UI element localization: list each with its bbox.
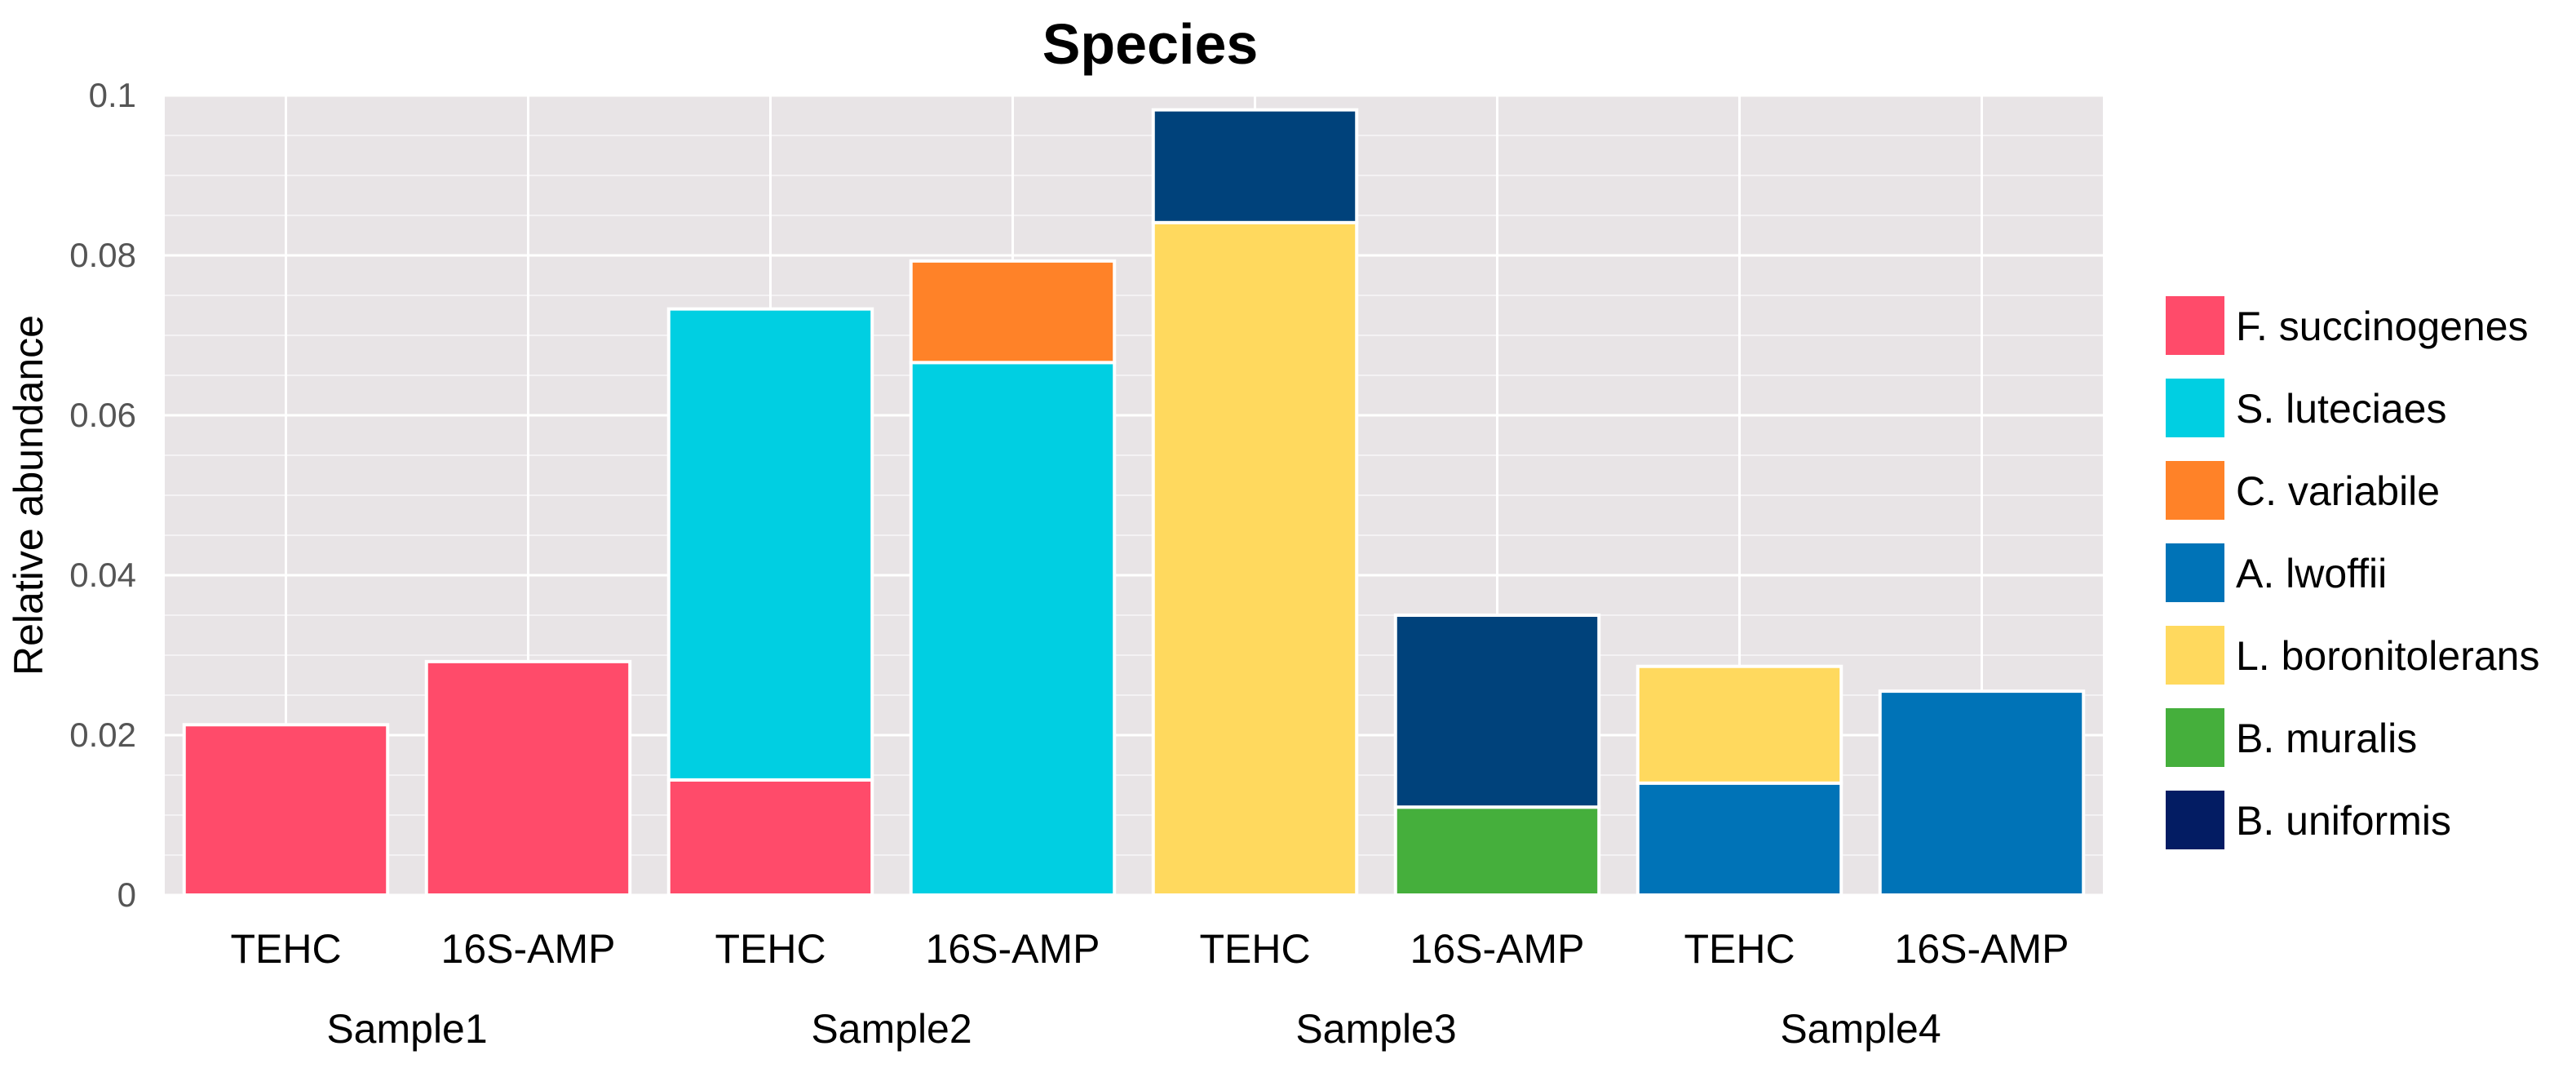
legend-swatch xyxy=(2166,708,2224,767)
x-tick-label: TEHC xyxy=(230,926,341,972)
legend-swatch xyxy=(2166,296,2224,355)
bar-segment xyxy=(1635,664,1843,785)
x-tick-label: 16S-AMP xyxy=(1895,926,2069,972)
y-tick-label: 0.06 xyxy=(69,396,136,434)
legend-swatch xyxy=(2166,791,2224,849)
sample-group-label: Sample3 xyxy=(1295,1006,1456,1052)
bar-segment xyxy=(182,723,390,898)
y-tick-label: 0 xyxy=(117,875,136,914)
legend-label: A. lwoffii xyxy=(2236,551,2387,596)
x-tick-label: 16S-AMP xyxy=(441,926,616,972)
legend-swatch xyxy=(2166,626,2224,685)
bars xyxy=(182,108,2086,898)
y-tick-label: 0.04 xyxy=(69,556,136,594)
y-tick-label: 0.08 xyxy=(69,236,136,274)
x-tick-label: 16S-AMP xyxy=(1410,926,1585,972)
y-tick-label: 0.02 xyxy=(69,716,136,754)
bar-segment xyxy=(1635,781,1843,897)
legend-label: F. succinogenes xyxy=(2236,304,2529,349)
bar-segment xyxy=(1393,805,1601,898)
legend-label: B. uniformis xyxy=(2236,798,2451,844)
legend-label: L. boronitolerans xyxy=(2236,633,2539,679)
x-tick-label: 16S-AMP xyxy=(926,926,1100,972)
legend-swatch xyxy=(2166,543,2224,602)
bar-segment xyxy=(666,778,874,897)
x-axis-ticks: TEHC 16S-AMP TEHC 16S-AMP TEHC 16S-AMP TEHC 16S… xyxy=(230,926,2069,972)
bar-segment xyxy=(909,259,1117,365)
legend-swatch xyxy=(2166,461,2224,520)
y-axis-ticks: 0 0.02 0.04 0.06 0.08 0.1 xyxy=(69,76,136,914)
bar-segment xyxy=(1151,220,1359,897)
bar-segment xyxy=(1878,689,2086,897)
legend-label: B. muralis xyxy=(2236,716,2417,761)
x-tick-label: TEHC xyxy=(1199,926,1310,972)
sample-group-labels: Sample1 Sample2 Sample3 Sample4 xyxy=(326,1006,1941,1052)
bar-segment xyxy=(666,307,874,782)
y-tick-label: 0.1 xyxy=(89,76,136,114)
legend-swatch xyxy=(2166,379,2224,437)
sample-group-label: Sample1 xyxy=(326,1006,487,1052)
chart-title: Species xyxy=(1042,12,1259,76)
legend-label: C. variabile xyxy=(2236,468,2440,514)
legend-label: S. luteciaes xyxy=(2236,386,2446,432)
x-tick-label: TEHC xyxy=(715,926,825,972)
bar-segment xyxy=(909,361,1117,897)
bar-segment xyxy=(1393,614,1601,809)
sample-group-label: Sample4 xyxy=(1780,1006,1941,1052)
sample-group-label: Sample2 xyxy=(811,1006,972,1052)
bar-segment xyxy=(424,659,632,898)
legend: F. succinogenes S. luteciaes C. variabile A… xyxy=(2166,296,2539,849)
bar-segment xyxy=(1151,108,1359,224)
x-tick-label: TEHC xyxy=(1684,926,1795,972)
y-axis-label: Relative abundance xyxy=(6,315,51,676)
